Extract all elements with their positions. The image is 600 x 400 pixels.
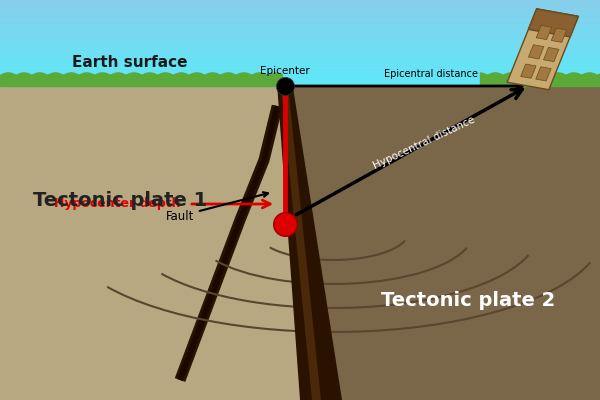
Polygon shape: [0, 69, 600, 71]
Text: Fault: Fault: [166, 192, 268, 222]
Text: Hypocentral distance: Hypocentral distance: [372, 115, 477, 171]
Polygon shape: [0, 19, 600, 22]
Text: Tectonic plate 2: Tectonic plate 2: [381, 290, 555, 310]
Polygon shape: [0, 73, 600, 75]
Polygon shape: [0, 6, 600, 9]
Polygon shape: [0, 60, 600, 62]
Text: Epicentral distance: Epicentral distance: [383, 69, 478, 79]
Text: Earth surface: Earth surface: [72, 55, 187, 70]
Polygon shape: [0, 80, 600, 82]
Polygon shape: [277, 86, 342, 400]
Polygon shape: [544, 48, 559, 62]
Polygon shape: [291, 86, 600, 400]
Polygon shape: [0, 52, 600, 54]
Polygon shape: [0, 75, 600, 77]
Polygon shape: [0, 39, 600, 41]
Polygon shape: [0, 50, 600, 52]
Polygon shape: [521, 64, 536, 78]
Polygon shape: [0, 11, 600, 13]
Polygon shape: [0, 26, 600, 28]
Polygon shape: [529, 45, 544, 59]
Polygon shape: [0, 45, 600, 47]
Polygon shape: [0, 84, 600, 86]
Polygon shape: [0, 34, 600, 36]
Polygon shape: [536, 26, 551, 40]
Polygon shape: [0, 56, 600, 58]
Text: Hypocenter depth: Hypocenter depth: [53, 198, 180, 210]
Polygon shape: [507, 9, 578, 90]
Polygon shape: [0, 64, 600, 67]
Polygon shape: [0, 77, 600, 80]
Polygon shape: [0, 30, 600, 32]
Polygon shape: [0, 36, 600, 39]
Polygon shape: [0, 28, 600, 30]
Polygon shape: [0, 24, 600, 26]
Polygon shape: [0, 13, 600, 15]
Polygon shape: [0, 41, 600, 43]
Polygon shape: [0, 54, 600, 56]
Polygon shape: [0, 4, 600, 6]
Polygon shape: [0, 67, 600, 69]
Polygon shape: [0, 2, 600, 4]
Text: Epicenter: Epicenter: [260, 66, 310, 76]
Polygon shape: [0, 0, 600, 2]
Polygon shape: [0, 9, 600, 11]
Polygon shape: [529, 9, 578, 37]
Polygon shape: [0, 17, 600, 19]
Polygon shape: [0, 32, 600, 34]
Polygon shape: [0, 71, 600, 73]
Polygon shape: [0, 86, 600, 400]
Polygon shape: [551, 28, 566, 42]
Polygon shape: [0, 43, 600, 45]
Polygon shape: [0, 47, 600, 50]
Polygon shape: [0, 58, 600, 60]
Polygon shape: [0, 82, 600, 84]
Polygon shape: [536, 67, 551, 81]
Polygon shape: [281, 86, 321, 400]
Polygon shape: [0, 22, 600, 24]
Polygon shape: [0, 15, 600, 17]
Polygon shape: [0, 62, 600, 64]
Text: Tectonic plate 1: Tectonic plate 1: [33, 190, 207, 210]
